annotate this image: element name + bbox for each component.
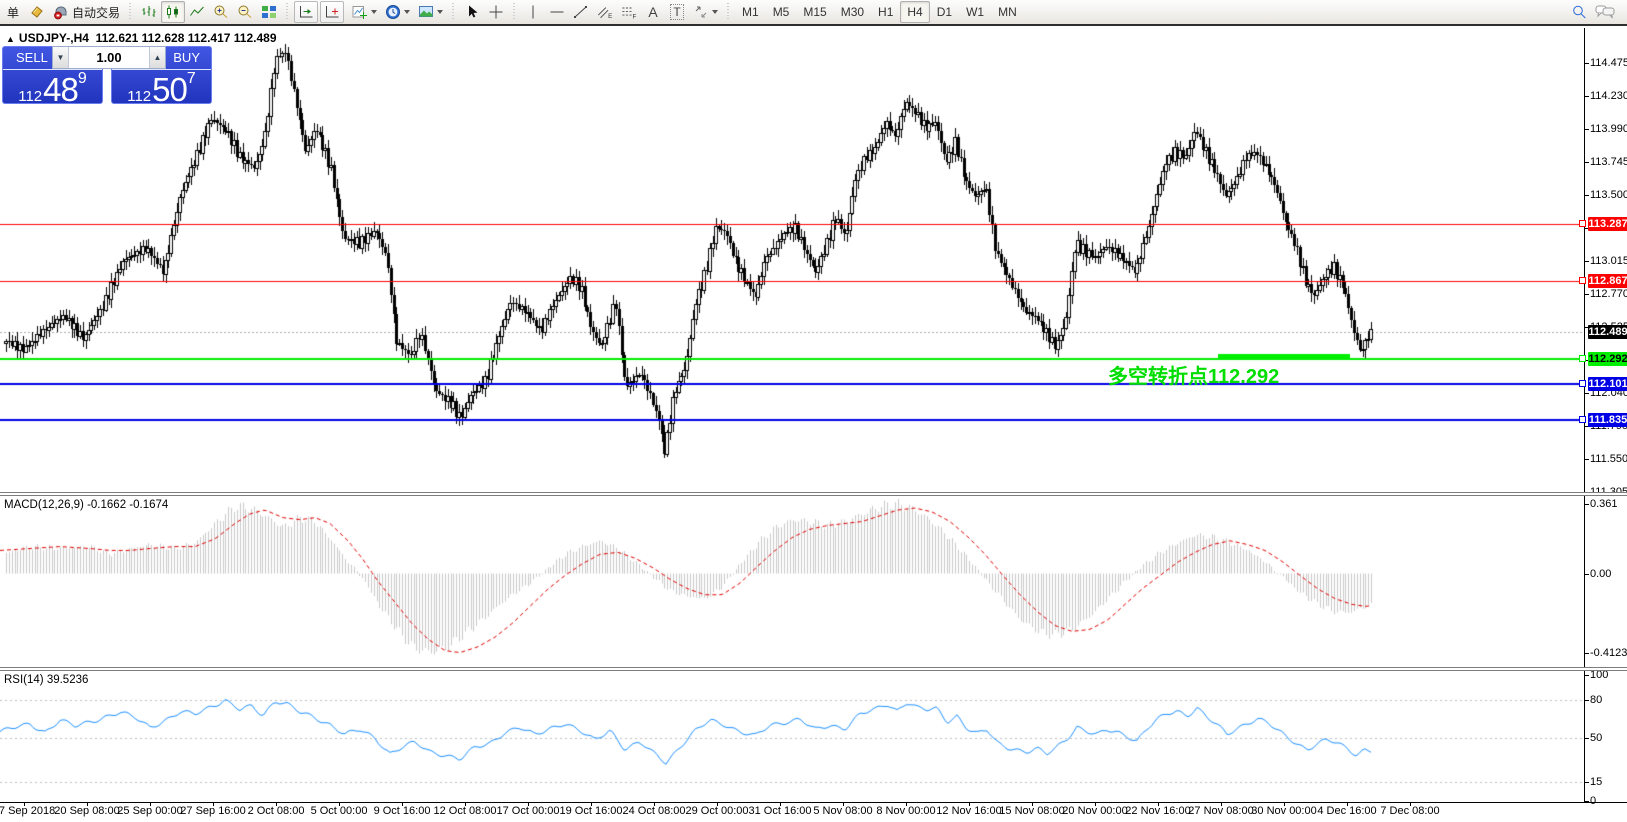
sell-price-figure: 112	[18, 88, 43, 105]
sell-price: 112 48 9	[3, 70, 102, 108]
macd-pane-splitter[interactable]	[0, 492, 1627, 496]
buy-price: 112 50 7	[112, 70, 211, 108]
macd-label: MACD(12,26,9) -0.1662 -0.1674	[4, 499, 169, 511]
volume-increase-button[interactable]: ▲	[149, 47, 165, 68]
buy-price-pips: 50	[152, 71, 188, 108]
buy-label: BUY	[112, 47, 211, 70]
pivot-annotation: 多空转折点112.292	[1108, 366, 1280, 388]
volume-control: ▼ 1.00 ▲	[52, 46, 166, 69]
symbol-period-label: USDJPY-,H4	[18, 31, 89, 45]
time-axis-line	[0, 802, 1627, 803]
sell-price-point: 9	[77, 70, 87, 87]
buy-price-point: 7	[186, 70, 196, 87]
rsi-pane-splitter[interactable]	[0, 667, 1627, 671]
buy-price-figure: 112	[127, 88, 152, 105]
volume-input[interactable]: 1.00	[69, 47, 149, 68]
collapse-panel-icon[interactable]: ▲	[6, 34, 15, 44]
sell-label: SELL	[3, 47, 102, 70]
ohlc-values: 112.621 112.628 112.417 112.489	[95, 31, 277, 45]
volume-decrease-button[interactable]: ▼	[53, 47, 69, 68]
rsi-label: RSI(14) 39.5236	[4, 674, 89, 686]
chart-title: ▲ USDJPY-,H4 112.621 112.628 112.417 112.…	[6, 31, 277, 45]
one-click-trading-panel: SELL 112 48 9 BUY 112 50 7 ▼ 1.00 ▲	[2, 46, 212, 108]
sell-price-pips: 48	[43, 71, 79, 108]
price-axis-line	[1584, 28, 1585, 802]
